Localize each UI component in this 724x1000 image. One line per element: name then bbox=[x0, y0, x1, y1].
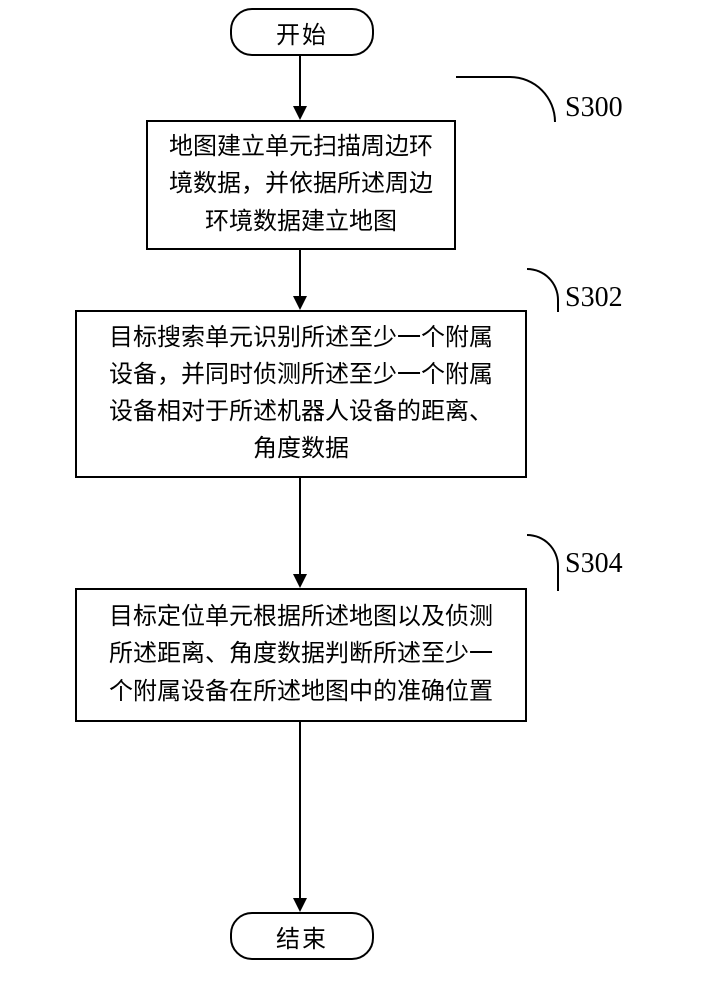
flowchart-canvas: 开始 地图建立单元扫描周边环境数据，并依据所述周边环境数据建立地图 S300 目… bbox=[0, 0, 724, 1000]
end-terminator: 结束 bbox=[230, 912, 374, 960]
arrow-3 bbox=[0, 0, 724, 1000]
end-label: 结束 bbox=[276, 919, 328, 954]
